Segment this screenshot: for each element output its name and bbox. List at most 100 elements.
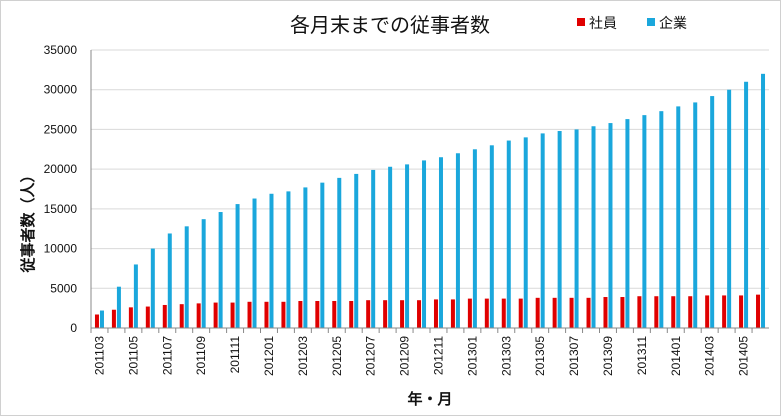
bar-employees bbox=[688, 296, 693, 328]
bar-companies bbox=[116, 286, 121, 328]
x-tick-label: 201303 bbox=[499, 336, 513, 376]
bar-employees bbox=[400, 300, 405, 328]
bar-companies bbox=[710, 96, 715, 328]
bar-companies bbox=[761, 73, 766, 328]
bar-employees bbox=[756, 294, 761, 328]
legend-label-companies: 企業 bbox=[659, 15, 687, 32]
bar-companies bbox=[388, 166, 393, 328]
y-tick-label: 10000 bbox=[44, 242, 78, 256]
x-tick-label: 201103 bbox=[92, 336, 106, 375]
bar-companies bbox=[269, 193, 274, 328]
x-tick-label: 201401 bbox=[669, 336, 683, 376]
x-tick-label: 201211 bbox=[431, 336, 445, 375]
bar-employees bbox=[569, 297, 574, 328]
bar-employees bbox=[586, 297, 591, 328]
bar-employees bbox=[366, 300, 371, 328]
bar-employees bbox=[552, 297, 557, 328]
bar-employees bbox=[213, 302, 218, 328]
bar-companies bbox=[303, 187, 308, 328]
x-tick-label: 201109 bbox=[194, 336, 208, 375]
bar-companies bbox=[150, 248, 155, 328]
legend-swatch-employees bbox=[577, 18, 585, 26]
x-tick-label: 201203 bbox=[296, 336, 310, 376]
bar-companies bbox=[167, 233, 172, 328]
bar-companies bbox=[286, 191, 291, 328]
bar-employees bbox=[383, 300, 388, 328]
bar-employees bbox=[705, 295, 710, 328]
bar-companies bbox=[676, 106, 681, 328]
x-tick-label: 201405 bbox=[737, 336, 751, 376]
bar-companies bbox=[489, 145, 494, 328]
x-tick-label: 201111 bbox=[228, 336, 242, 374]
bar-employees bbox=[230, 302, 235, 328]
bar-employees bbox=[654, 296, 659, 328]
bar-employees bbox=[145, 306, 150, 328]
bar-employees bbox=[315, 300, 320, 328]
y-tick-label: 5000 bbox=[50, 281, 77, 295]
bar-companies bbox=[727, 89, 732, 329]
bar-employees bbox=[467, 298, 472, 328]
bar-companies bbox=[438, 157, 443, 328]
bar-companies bbox=[693, 102, 698, 328]
x-tick-label: 201403 bbox=[703, 336, 717, 376]
bar-companies bbox=[133, 264, 138, 328]
y-tick-label: 25000 bbox=[44, 122, 78, 136]
bar-companies bbox=[540, 133, 545, 328]
bar-companies bbox=[422, 160, 427, 328]
bars bbox=[94, 73, 766, 329]
bar-employees bbox=[349, 300, 354, 328]
bar-companies bbox=[405, 164, 410, 328]
y-tick-label: 35000 bbox=[44, 43, 78, 57]
bar-employees bbox=[111, 309, 116, 328]
bar-employees bbox=[671, 296, 676, 328]
x-tick-label: 201105 bbox=[126, 336, 140, 375]
bar-employees bbox=[281, 301, 286, 328]
bar-employees bbox=[264, 301, 269, 328]
bar-employees bbox=[298, 300, 303, 328]
bar-employees bbox=[179, 304, 184, 328]
bar-companies bbox=[252, 198, 257, 328]
bar-employees bbox=[603, 297, 608, 328]
bar-employees bbox=[518, 298, 523, 328]
bar-employees bbox=[637, 296, 642, 328]
y-tick-label: 30000 bbox=[44, 83, 78, 97]
x-tick-label: 201307 bbox=[567, 336, 581, 376]
x-tick-label: 201107 bbox=[160, 336, 174, 375]
bar-employees bbox=[128, 307, 133, 328]
x-axis-ticks: 201103 201105 201107 201109 201111 201201 2012… bbox=[90, 328, 753, 376]
bar-companies bbox=[608, 123, 613, 328]
y-axis-label: 従事者数（人） bbox=[19, 167, 37, 273]
bar-companies bbox=[235, 204, 240, 328]
x-tick-label: 201205 bbox=[330, 336, 344, 376]
bar-employees bbox=[417, 300, 422, 328]
bar-employees bbox=[535, 297, 540, 328]
bar-companies bbox=[371, 169, 376, 328]
bar-companies bbox=[455, 153, 460, 328]
x-tick-label: 201311 bbox=[635, 336, 649, 375]
bar-companies bbox=[574, 129, 579, 328]
bar-employees bbox=[247, 301, 252, 328]
legend-swatch-companies bbox=[647, 18, 655, 26]
x-tick-label: 201309 bbox=[601, 336, 615, 376]
bar-companies bbox=[184, 226, 189, 328]
bar-companies bbox=[659, 111, 664, 328]
y-axis-ticks: 0 5000 10000 15000 20000 25000 30000 35000 bbox=[44, 43, 78, 335]
bar-employees bbox=[484, 298, 489, 328]
x-axis-label: 年・月 bbox=[407, 390, 452, 408]
x-tick-label: 201305 bbox=[533, 336, 547, 376]
y-tick-label: 20000 bbox=[44, 162, 78, 176]
bar-employees bbox=[196, 303, 201, 328]
y-tick-label: 15000 bbox=[44, 202, 78, 216]
bar-companies bbox=[744, 81, 749, 329]
bar-employees bbox=[332, 300, 337, 328]
bar-employees bbox=[450, 299, 455, 328]
bar-companies bbox=[625, 119, 630, 328]
bar-companies bbox=[506, 140, 511, 328]
bar-companies bbox=[557, 131, 562, 328]
legend: 社員 企業 bbox=[577, 15, 687, 32]
bar-companies bbox=[354, 173, 359, 328]
bar-companies bbox=[99, 310, 104, 328]
x-tick-label: 201209 bbox=[398, 336, 412, 376]
